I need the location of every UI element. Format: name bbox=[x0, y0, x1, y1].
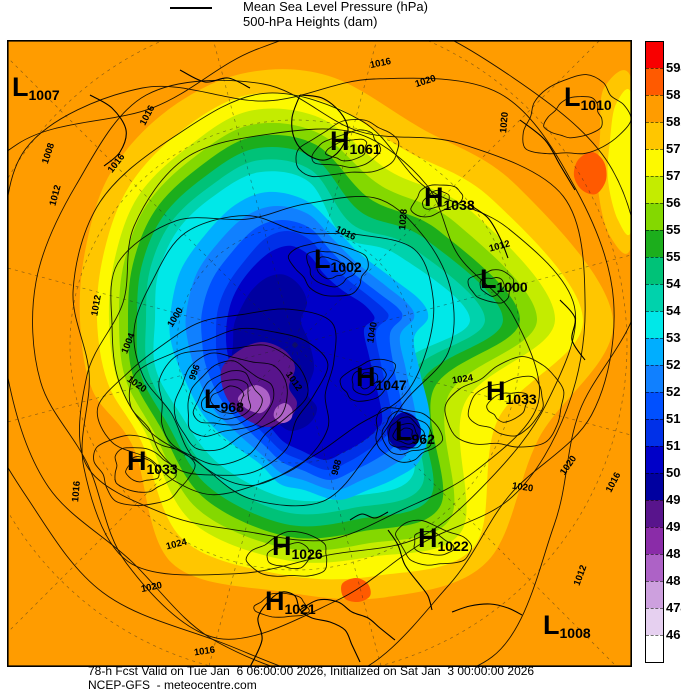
colorbar-segment bbox=[646, 365, 663, 392]
forecast-valid-text: 78-h Fcst Valid on Tue Jan 6 06:00:00 20… bbox=[88, 664, 535, 678]
colorbar-tick-label: 504 bbox=[666, 465, 681, 480]
colorbar-segment bbox=[646, 230, 663, 257]
isobar-contours bbox=[7, 40, 632, 667]
coastlines bbox=[89, 69, 586, 667]
colorbar-tick-label: 546 bbox=[666, 276, 681, 291]
title-heights: 500-hPa Heights (dam) bbox=[243, 14, 378, 29]
colorbar-tick-label: 474 bbox=[666, 600, 681, 615]
colorbar-segment bbox=[646, 554, 663, 581]
mslp-line-symbol bbox=[170, 7, 212, 9]
colorbar-segment bbox=[646, 284, 663, 311]
colorbar-segment bbox=[646, 446, 663, 473]
colorbar-segment bbox=[646, 419, 663, 446]
model-source-text: NCEP-GFS - meteocentre.com bbox=[88, 678, 257, 692]
colorbar-tick-label: 564 bbox=[666, 195, 681, 210]
colorbar-segment bbox=[646, 527, 663, 554]
colorbar-segment bbox=[646, 122, 663, 149]
colorbar-segment bbox=[646, 608, 663, 635]
colorbar-segment bbox=[646, 392, 663, 419]
vortex-core-layers bbox=[169, 191, 431, 500]
colorbar-segment bbox=[646, 149, 663, 176]
colorbar-segment bbox=[646, 635, 663, 662]
colorbar-segment bbox=[646, 338, 663, 365]
colorbar-segment bbox=[646, 203, 663, 230]
colorbar-segment bbox=[646, 257, 663, 284]
colorbar-tick-label: 516 bbox=[666, 411, 681, 426]
title-mslp: Mean Sea Level Pressure (hPa) bbox=[243, 0, 428, 14]
colorbar-segment bbox=[646, 176, 663, 203]
colorbar-segment bbox=[646, 311, 663, 338]
warm-patches bbox=[341, 70, 632, 603]
graticule bbox=[7, 40, 632, 667]
colorbar-tick-label: 492 bbox=[666, 519, 681, 534]
colorbar-tick-label: 576 bbox=[666, 141, 681, 156]
colorbar-segment bbox=[646, 500, 663, 527]
map-canvas bbox=[7, 40, 632, 667]
colorbar-tick-label: 534 bbox=[666, 330, 681, 345]
colorbar-tick-label: 570 bbox=[666, 168, 681, 183]
colorbar-tick-label: 540 bbox=[666, 303, 681, 318]
map-layers bbox=[7, 40, 632, 667]
colorbar-segment bbox=[646, 581, 663, 608]
colorbar-tick-label: 480 bbox=[666, 573, 681, 588]
colorbar-tick-label: 522 bbox=[666, 384, 681, 399]
colorbar-tick-label: 486 bbox=[666, 546, 681, 561]
height-colorbar bbox=[645, 41, 664, 663]
colorbar-segment bbox=[646, 95, 663, 122]
colorbar-tick-label: 582 bbox=[666, 114, 681, 129]
colorbar-tick-label: 510 bbox=[666, 438, 681, 453]
colorbar-tick-label: 558 bbox=[666, 222, 681, 237]
colorbar-segment bbox=[646, 42, 663, 68]
colorbar-segment bbox=[646, 68, 663, 95]
footer: 78-h Fcst Valid on Tue Jan 6 06:00:00 20… bbox=[88, 664, 534, 692]
colorbar-tick-label: 552 bbox=[666, 249, 681, 264]
colorbar-tick-label: 588 bbox=[666, 87, 681, 102]
colorbar-tick-label: 468 bbox=[666, 627, 681, 642]
title-block: Mean Sea Level Pressure (hPa) 500-hPa He… bbox=[0, 0, 681, 34]
colorbar-tick-label: 594 bbox=[666, 60, 681, 75]
colorbar-segment bbox=[646, 473, 663, 500]
colorbar-tick-label: 528 bbox=[666, 357, 681, 372]
colorbar-tick-label: 498 bbox=[666, 492, 681, 507]
